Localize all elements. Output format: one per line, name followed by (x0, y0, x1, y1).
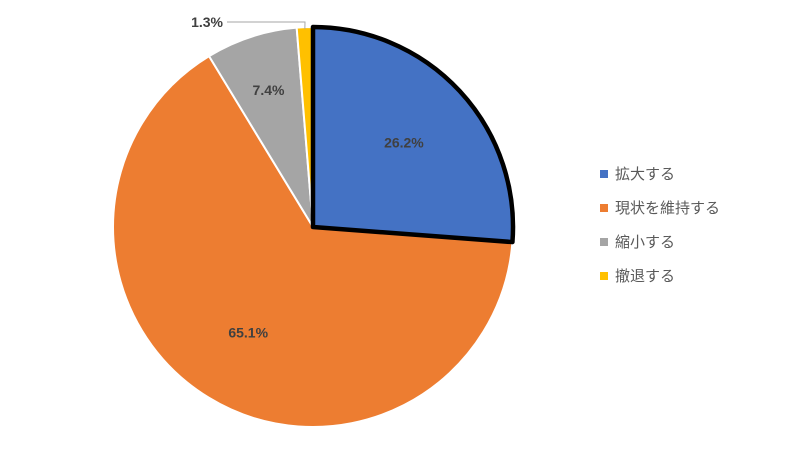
data-label-shrink: 7.4% (253, 82, 285, 98)
data-label-expand: 26.2% (384, 135, 424, 151)
highlight-layer (310, 24, 516, 245)
legend-label-maintain: 現状を維持する (615, 199, 720, 217)
legend-label-expand: 拡大する (615, 165, 675, 183)
leader-line-withdraw (227, 21, 306, 30)
legend-swatch-shrink (600, 238, 608, 246)
pie-slices (112, 26, 514, 428)
legend-swatch-expand (600, 170, 608, 178)
legend-swatch-withdraw (600, 272, 608, 280)
leader-lines (227, 21, 306, 30)
data-labels: 26.2% 65.1% 7.4% 1.3% (191, 14, 424, 341)
data-label-withdraw: 1.3% (191, 14, 223, 30)
legend-swatch-maintain (600, 204, 608, 212)
legend-label-shrink: 縮小する (615, 233, 675, 251)
legend-label-withdraw: 撤退する (615, 267, 675, 285)
pie-slice-highlight-outline (310, 24, 516, 245)
data-label-maintain: 65.1% (228, 325, 268, 341)
pie-slice-maintain (112, 55, 514, 428)
